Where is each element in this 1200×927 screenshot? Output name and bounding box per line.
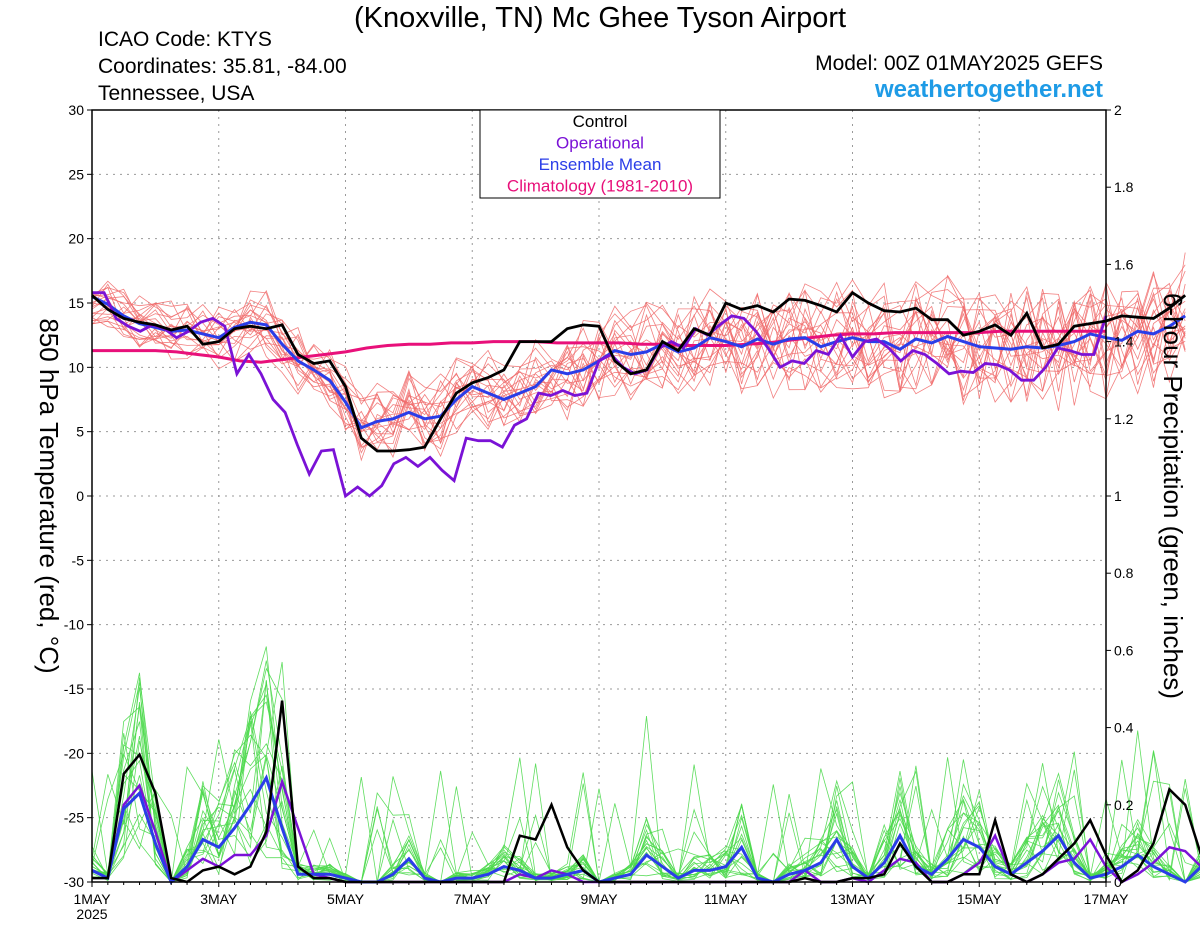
y2-tick-label: 0.2 <box>1114 797 1134 813</box>
y2-tick-label: 0.6 <box>1114 642 1134 658</box>
temp-member-line <box>91 264 1186 432</box>
page-title: (Knoxville, TN) Mc Ghee Tyson Airport <box>353 2 847 34</box>
y-tick-label: 20 <box>68 231 84 247</box>
y2-tick-label: 1 <box>1114 488 1122 504</box>
temp-member-line <box>91 272 1186 451</box>
x-tick-label: 7MAY <box>454 891 492 907</box>
y-tick-label: 10 <box>68 359 84 375</box>
y-axis-label: 850 hPa Temperature (red, °C) <box>34 318 64 673</box>
x-tick-sublabel: 2025 <box>76 906 107 922</box>
legend-ensemble-mean: Ensemble Mean <box>539 155 662 174</box>
legend: Control Operational Ensemble Mean Climat… <box>479 109 721 199</box>
temp-climatology-line <box>92 329 1106 364</box>
series-lines <box>91 290 1200 885</box>
y2-tick-label: 1.2 <box>1114 411 1134 427</box>
y-tick-label: -15 <box>64 681 84 697</box>
legend-climatology: Climatology (1981-2010) <box>507 177 693 196</box>
y2-tick-label: 0 <box>1114 874 1122 890</box>
legend-box <box>479 109 721 199</box>
site-link[interactable]: weathertogether.net <box>874 76 1103 103</box>
temp-member-line <box>91 271 1186 450</box>
legend-operational: Operational <box>556 134 644 153</box>
grid-lines <box>92 110 1106 882</box>
coordinates: Coordinates: 35.81, -84.00 <box>98 55 347 78</box>
y2-tick-label: 1.6 <box>1114 256 1134 272</box>
temp-control-line <box>91 290 1187 453</box>
icao-code: ICAO Code: KTYS <box>98 28 272 51</box>
x-tick-label: 13MAY <box>830 891 876 907</box>
y2-tick-label: 1.8 <box>1114 179 1134 195</box>
temp-ensemble-mean-line <box>91 295 1187 430</box>
precip-member-line <box>91 660 1200 884</box>
x-tick-label: 9MAY <box>580 891 618 907</box>
x-tick-label: 11MAY <box>704 891 748 907</box>
temp-member-line <box>91 294 1186 462</box>
y-tick-label: 0 <box>76 488 84 504</box>
y2-tick-label: 0.8 <box>1114 565 1134 581</box>
x-tick-label: 1MAY <box>73 891 111 907</box>
precip-ensemble-mean-line <box>91 774 1200 885</box>
region: Tennessee, USA <box>98 82 255 105</box>
y-tick-label: -25 <box>64 810 84 826</box>
y2-axis-label: 6-hour Precipitation (green, inches) <box>1158 293 1188 699</box>
y-tick-label: 30 <box>68 102 84 118</box>
x-tick-label: 3MAY <box>200 891 238 907</box>
temp-operational-line <box>92 291 1108 499</box>
y-tick-label: -20 <box>64 745 84 761</box>
y2-tick-label: 0.4 <box>1114 720 1134 736</box>
y-tick-label: 15 <box>68 295 84 311</box>
y2-tick-label: 1.4 <box>1114 334 1134 350</box>
y-tick-label: -10 <box>64 617 84 633</box>
y-tick-label: -30 <box>64 874 84 890</box>
axes: 302520151050-5-10-15-20-25-3021.81.61.41… <box>64 102 1134 922</box>
y-tick-label: -5 <box>72 552 85 568</box>
y-tick-label: 5 <box>76 424 84 440</box>
model-run: Model: 00Z 01MAY2025 GEFS <box>815 52 1103 75</box>
x-tick-label: 15MAY <box>957 891 1003 907</box>
y-tick-label: 25 <box>68 166 84 182</box>
temp-member-line <box>91 283 1186 443</box>
legend-control: Control <box>573 112 628 131</box>
y2-tick-label: 2 <box>1114 102 1122 118</box>
x-tick-label: 17MAY <box>1084 891 1130 907</box>
x-tick-label: 5MAY <box>327 891 365 907</box>
